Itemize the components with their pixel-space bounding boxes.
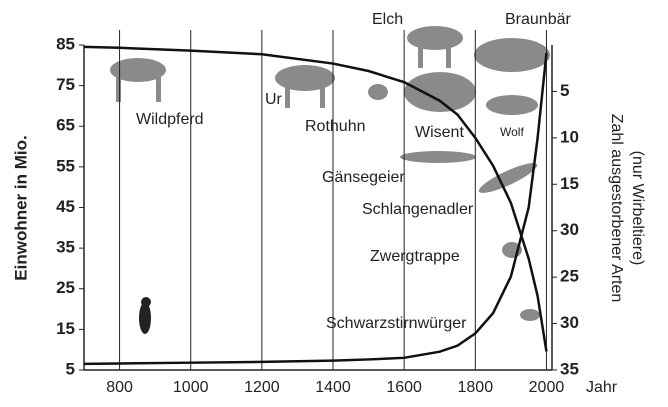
series-line — [84, 47, 546, 352]
y2-tick-label: 15 — [560, 174, 579, 193]
y-tick-label: 75 — [56, 75, 75, 94]
y-tick-label: 25 — [56, 278, 75, 297]
annotation: Zwergtrappe — [370, 248, 460, 265]
y-tick-label: 65 — [56, 116, 75, 135]
y-tick-label: 5 — [66, 359, 75, 378]
x-tick-label: 800 — [106, 379, 133, 396]
annotation: Elch — [372, 11, 403, 28]
y-tick-label: 85 — [56, 34, 75, 53]
y2-tick-label: 5 — [560, 81, 569, 100]
annotation: Schwarzstirnwürger — [326, 315, 467, 332]
annotation: Wisent — [415, 124, 464, 141]
annotation: Wolf — [500, 125, 524, 139]
annotation: Schlangenadler — [362, 201, 474, 218]
y2-tick-label: 35 — [560, 359, 579, 378]
chart: Einwohner in Mio. Zahl ausgestorbener Ar… — [0, 0, 668, 402]
y-tick-label: 55 — [56, 156, 75, 175]
annotation: Ur — [265, 91, 283, 108]
y2-tick-label: 25 — [560, 267, 579, 286]
x-tick-label: 1200 — [244, 379, 280, 396]
x-tick-label: 1400 — [315, 379, 351, 396]
x-tick-label: 2000 — [529, 379, 565, 396]
x-axis-label: Jahr — [586, 379, 618, 396]
x-tick-label: 1000 — [173, 379, 209, 396]
y2-axis-label: Zahl ausgestorbener Arten — [608, 114, 625, 303]
y-tick-label: 45 — [56, 197, 75, 216]
annotation: Braunbär — [505, 11, 571, 28]
annotation: Rothuhn — [305, 118, 366, 135]
y2-tick-label: 30 — [560, 313, 579, 332]
x-tick-label: 1600 — [386, 379, 422, 396]
y2-tick-label: 30 — [560, 220, 579, 239]
y2-tick-label: 10 — [560, 127, 579, 146]
series-line — [84, 53, 546, 364]
y-tick-label: 15 — [56, 319, 75, 338]
x-tick-label: 1800 — [458, 379, 494, 396]
annotation: Gänsegeier — [322, 169, 405, 186]
y2-axis-label: (nur Wirbeltiere) — [629, 151, 646, 266]
annotation: Wildpferd — [136, 111, 204, 128]
y-tick-label: 35 — [56, 238, 75, 257]
y-axis-label: Einwohner in Mio. — [11, 135, 30, 280]
